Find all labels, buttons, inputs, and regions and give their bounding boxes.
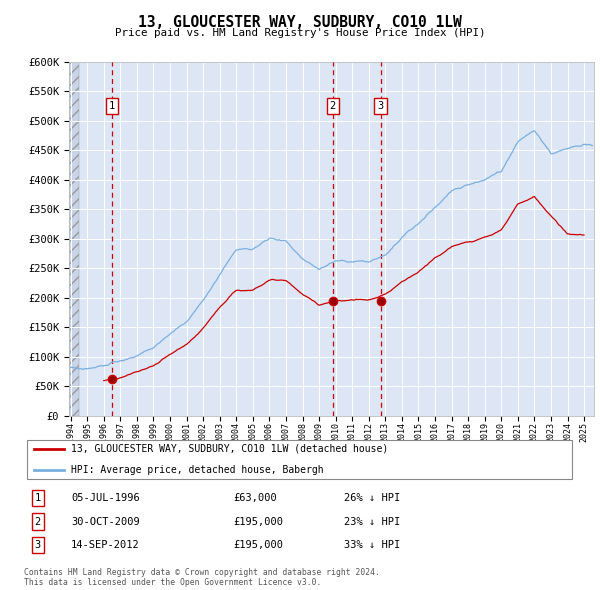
Text: 13, GLOUCESTER WAY, SUDBURY, CO10 1LW: 13, GLOUCESTER WAY, SUDBURY, CO10 1LW xyxy=(138,15,462,30)
Text: 2: 2 xyxy=(329,101,336,111)
Text: This data is licensed under the Open Government Licence v3.0.: This data is licensed under the Open Gov… xyxy=(24,578,322,587)
Text: £63,000: £63,000 xyxy=(234,493,278,503)
Text: £195,000: £195,000 xyxy=(234,517,284,526)
Text: HPI: Average price, detached house, Babergh: HPI: Average price, detached house, Babe… xyxy=(71,465,323,474)
Text: 1: 1 xyxy=(35,493,41,503)
Text: Contains HM Land Registry data © Crown copyright and database right 2024.: Contains HM Land Registry data © Crown c… xyxy=(24,568,380,576)
Text: 3: 3 xyxy=(377,101,383,111)
Text: 14-SEP-2012: 14-SEP-2012 xyxy=(71,540,140,550)
FancyBboxPatch shape xyxy=(27,440,572,479)
Bar xyxy=(69,62,79,416)
Text: 2: 2 xyxy=(35,517,41,526)
Text: £195,000: £195,000 xyxy=(234,540,284,550)
Text: 33% ↓ HPI: 33% ↓ HPI xyxy=(344,540,400,550)
Text: 1: 1 xyxy=(109,101,115,111)
Text: 05-JUL-1996: 05-JUL-1996 xyxy=(71,493,140,503)
Text: 30-OCT-2009: 30-OCT-2009 xyxy=(71,517,140,526)
Text: Price paid vs. HM Land Registry's House Price Index (HPI): Price paid vs. HM Land Registry's House … xyxy=(115,28,485,38)
Text: 13, GLOUCESTER WAY, SUDBURY, CO10 1LW (detached house): 13, GLOUCESTER WAY, SUDBURY, CO10 1LW (d… xyxy=(71,444,388,454)
Text: 3: 3 xyxy=(35,540,41,550)
Text: 23% ↓ HPI: 23% ↓ HPI xyxy=(344,517,400,526)
Text: 26% ↓ HPI: 26% ↓ HPI xyxy=(344,493,400,503)
